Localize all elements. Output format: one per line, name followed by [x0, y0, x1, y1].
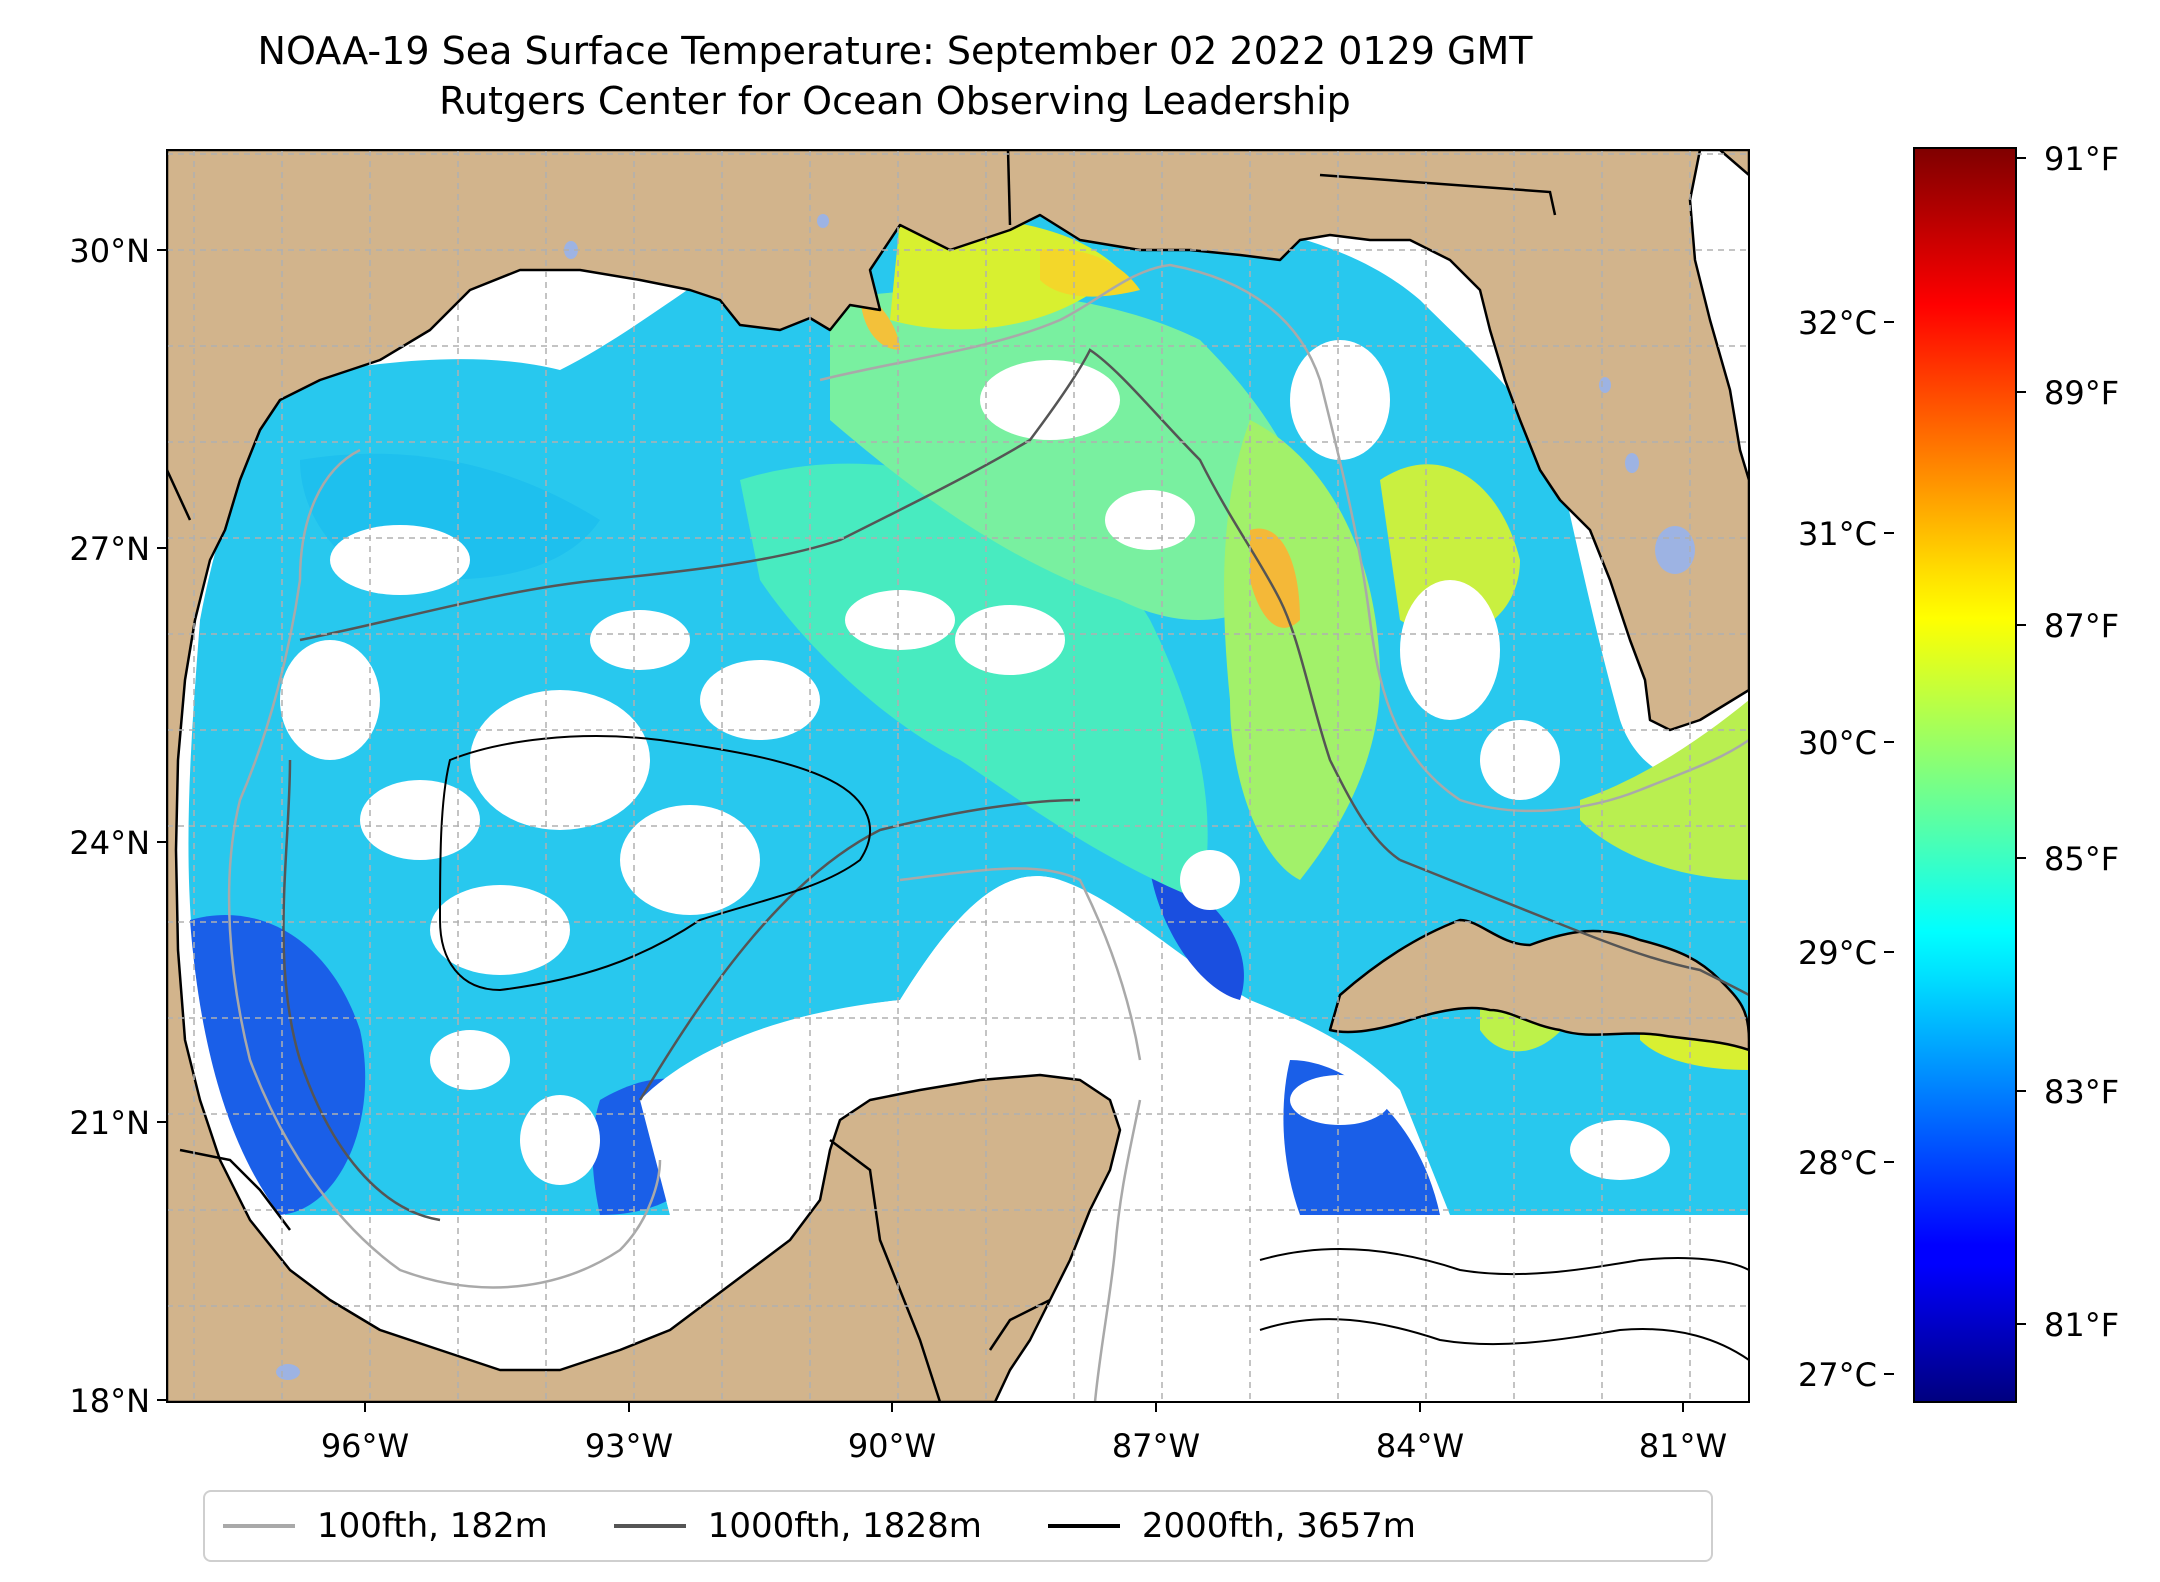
fahrenheit-tick-label: 89°F — [2044, 374, 2119, 412]
fahrenheit-tick-label: 91°F — [2044, 140, 2119, 178]
lon-tick-label: 93°W — [585, 1427, 673, 1465]
chart-subtitle: Rutgers Center for Ocean Observing Leade… — [439, 79, 1351, 123]
celsius-tick-label: 30°C — [1798, 724, 1877, 762]
isobath-2000fth — [438, 735, 1749, 1361]
lon-tick-label: 87°W — [1112, 1427, 1200, 1465]
legend-label: 1000fth, 1828m — [707, 1506, 982, 1546]
lat-tick-label: 18°N — [69, 1382, 150, 1420]
lon-tick-label: 81°W — [1639, 1427, 1727, 1465]
chart-title: NOAA-19 Sea Surface Temperature: Septemb… — [257, 29, 1533, 73]
isobath-legend: 100fth, 182m 1000fth, 1828m 2000fth, 365… — [203, 1490, 1713, 1562]
legend-item-100fth: 100fth, 182m — [223, 1506, 548, 1546]
legend-line-swatch — [1047, 1524, 1120, 1528]
lat-tick-label: 21°N — [69, 1104, 150, 1142]
fahrenheit-tick-label: 81°F — [2044, 1306, 2119, 1344]
legend-item-1000fth: 1000fth, 1828m — [613, 1506, 982, 1546]
lon-axis — [364, 1402, 1684, 1412]
legend-label: 100fth, 182m — [317, 1506, 548, 1546]
legend-item-2000fth: 2000fth, 3657m — [1047, 1506, 1416, 1546]
colorbar — [1913, 147, 2017, 1403]
lat-tick-label: 27°N — [69, 530, 150, 568]
legend-line-swatch — [613, 1524, 686, 1528]
lat-tick-label: 30°N — [69, 232, 150, 270]
lat-axis — [157, 249, 167, 1401]
celsius-tick-label: 29°C — [1798, 934, 1877, 972]
celsius-tick-label: 27°C — [1798, 1356, 1877, 1394]
lat-tick-label: 24°N — [69, 824, 150, 862]
celsius-tick-label: 31°C — [1798, 515, 1877, 553]
celsius-tick-label: 28°C — [1798, 1144, 1877, 1182]
colorbar-celsius-axis — [1884, 321, 1894, 1375]
colorbar-fahrenheit-axis — [2016, 157, 2026, 1325]
fahrenheit-tick-label: 85°F — [2044, 840, 2119, 878]
sst-data — [188, 203, 1749, 1402]
lon-tick-label: 84°W — [1376, 1427, 1464, 1465]
fahrenheit-tick-label: 87°F — [2044, 607, 2119, 645]
legend-line-swatch — [223, 1524, 295, 1528]
fahrenheit-tick-label: 83°F — [2044, 1073, 2119, 1111]
legend-label: 2000fth, 3657m — [1141, 1506, 1416, 1546]
isobath-1000fth — [282, 348, 1749, 1222]
isobath-100fth — [227, 263, 1749, 1402]
lon-tick-label: 90°W — [848, 1427, 936, 1465]
lon-tick-label: 96°W — [321, 1427, 409, 1465]
map-frame — [166, 149, 1750, 1403]
celsius-tick-label: 32°C — [1798, 304, 1877, 342]
